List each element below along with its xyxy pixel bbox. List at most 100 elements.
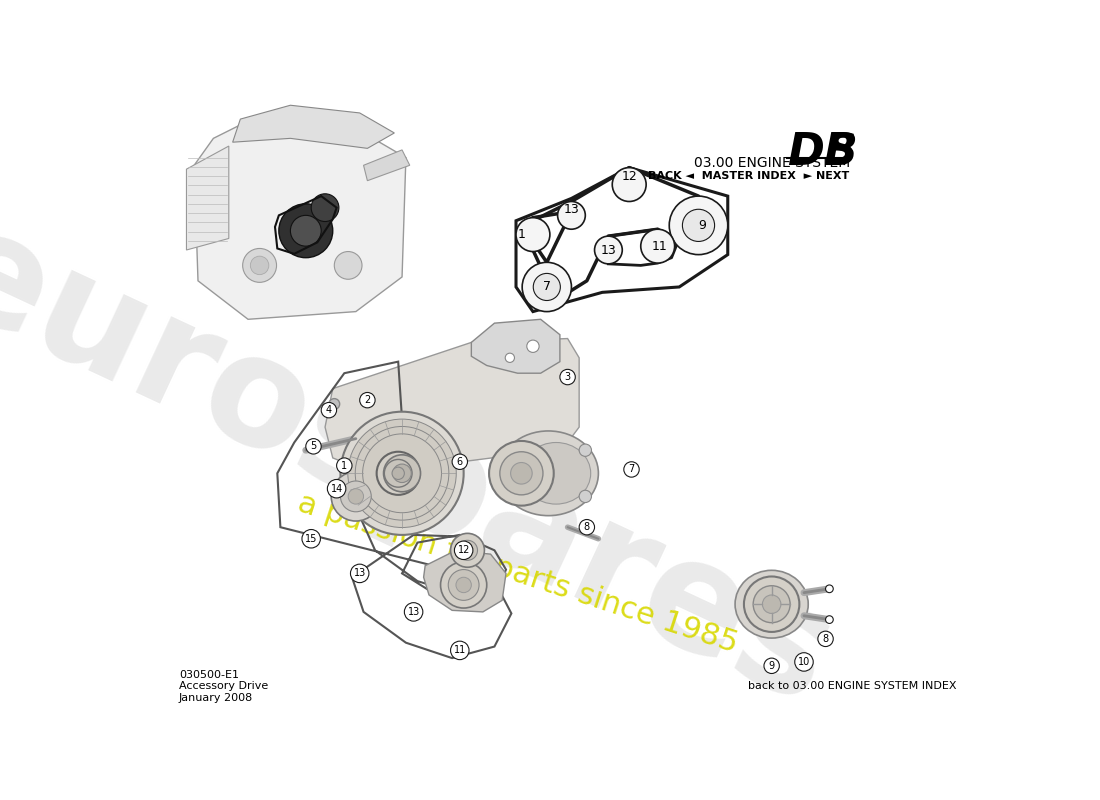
Circle shape	[818, 631, 834, 646]
Circle shape	[321, 402, 337, 418]
Text: 7: 7	[628, 465, 635, 474]
Ellipse shape	[521, 442, 591, 504]
Circle shape	[825, 585, 834, 593]
Circle shape	[351, 564, 369, 582]
Circle shape	[363, 434, 441, 513]
Text: 030500-E1: 030500-E1	[178, 670, 239, 680]
Circle shape	[522, 262, 572, 312]
Polygon shape	[326, 338, 580, 474]
Text: 2: 2	[364, 395, 371, 405]
Text: BACK ◄  MASTER INDEX  ► NEXT: BACK ◄ MASTER INDEX ► NEXT	[648, 170, 849, 181]
Circle shape	[279, 204, 332, 258]
Circle shape	[331, 472, 381, 521]
Circle shape	[762, 595, 781, 614]
Circle shape	[794, 653, 813, 671]
Circle shape	[579, 490, 592, 502]
Text: 03.00 ENGINE SYSTEM: 03.00 ENGINE SYSTEM	[693, 156, 850, 170]
Circle shape	[360, 393, 375, 408]
Text: 15: 15	[305, 534, 318, 544]
Polygon shape	[186, 146, 229, 250]
Circle shape	[510, 462, 532, 484]
Text: 9: 9	[698, 219, 706, 232]
Circle shape	[449, 570, 480, 600]
Circle shape	[384, 459, 412, 487]
Circle shape	[534, 274, 560, 301]
Circle shape	[341, 481, 372, 512]
Circle shape	[243, 249, 276, 282]
Text: 1: 1	[517, 228, 526, 241]
Circle shape	[328, 479, 345, 498]
Text: 5: 5	[310, 442, 317, 451]
Circle shape	[456, 578, 472, 593]
Circle shape	[579, 444, 592, 456]
Polygon shape	[472, 319, 560, 373]
Circle shape	[334, 251, 362, 279]
Text: 4: 4	[326, 405, 332, 415]
Text: 13: 13	[407, 607, 420, 617]
Circle shape	[454, 541, 473, 559]
Circle shape	[640, 230, 674, 263]
Circle shape	[595, 236, 623, 264]
Text: 13: 13	[353, 568, 366, 578]
Text: 3: 3	[564, 372, 571, 382]
Ellipse shape	[746, 580, 798, 628]
Circle shape	[452, 454, 468, 470]
Polygon shape	[195, 119, 406, 319]
Circle shape	[754, 586, 790, 622]
Text: 7: 7	[542, 281, 551, 294]
Circle shape	[290, 215, 321, 246]
Text: 12: 12	[621, 170, 637, 183]
Text: S: S	[827, 132, 855, 170]
Circle shape	[405, 602, 422, 621]
Circle shape	[763, 658, 779, 674]
Circle shape	[558, 202, 585, 230]
Circle shape	[744, 577, 800, 632]
Circle shape	[624, 462, 639, 477]
Circle shape	[579, 519, 595, 535]
Text: 8: 8	[584, 522, 590, 532]
Circle shape	[341, 412, 464, 535]
Circle shape	[505, 353, 515, 362]
Text: 8: 8	[823, 634, 828, 644]
Text: 11: 11	[453, 646, 466, 655]
Circle shape	[348, 419, 456, 527]
Ellipse shape	[498, 431, 598, 516]
Text: 14: 14	[330, 484, 343, 494]
Circle shape	[393, 464, 411, 482]
Circle shape	[384, 455, 420, 492]
Circle shape	[613, 168, 646, 202]
Circle shape	[682, 210, 715, 242]
Circle shape	[376, 452, 420, 495]
Circle shape	[301, 530, 320, 548]
Text: 13: 13	[601, 243, 616, 257]
Polygon shape	[424, 550, 506, 612]
Circle shape	[440, 562, 487, 608]
Circle shape	[499, 452, 543, 495]
Circle shape	[560, 370, 575, 385]
Polygon shape	[363, 150, 409, 181]
Circle shape	[392, 467, 405, 479]
Text: a passion for parts since 1985: a passion for parts since 1985	[294, 488, 741, 658]
Circle shape	[251, 256, 268, 274]
Circle shape	[527, 340, 539, 353]
Text: 1: 1	[341, 461, 348, 470]
Text: 13: 13	[563, 203, 580, 217]
Text: 9: 9	[769, 661, 774, 670]
Circle shape	[348, 489, 363, 504]
Text: 12: 12	[458, 546, 470, 555]
Text: eurospares: eurospares	[0, 194, 856, 738]
Circle shape	[311, 194, 339, 222]
Text: back to 03.00 ENGINE SYSTEM INDEX: back to 03.00 ENGINE SYSTEM INDEX	[748, 682, 957, 691]
Circle shape	[458, 540, 477, 560]
Circle shape	[669, 196, 728, 254]
Text: DB: DB	[788, 130, 858, 174]
Circle shape	[306, 438, 321, 454]
Circle shape	[516, 218, 550, 251]
Circle shape	[355, 426, 449, 520]
Text: 10: 10	[798, 657, 810, 667]
Text: 11: 11	[652, 240, 668, 253]
Text: Accessory Drive: Accessory Drive	[178, 682, 268, 691]
Circle shape	[451, 641, 469, 660]
Circle shape	[337, 458, 352, 474]
Circle shape	[329, 398, 340, 410]
